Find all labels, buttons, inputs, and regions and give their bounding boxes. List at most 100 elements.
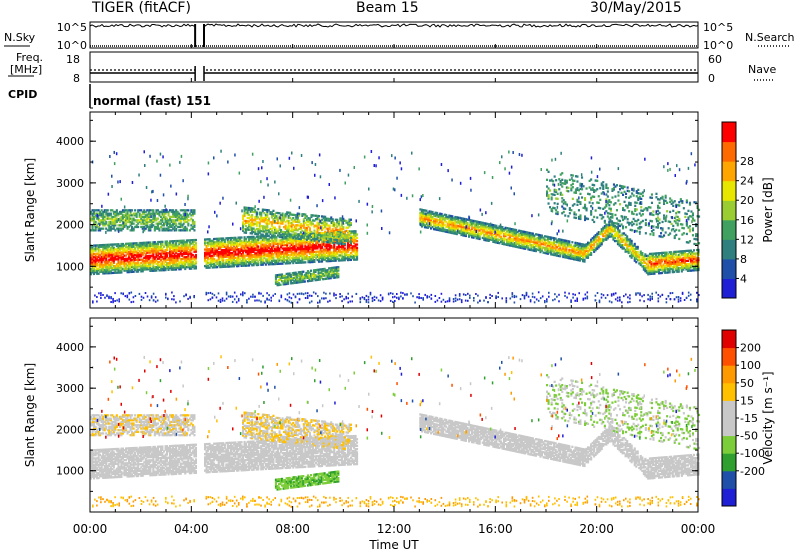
power-cell (419, 221, 422, 224)
power-cell (135, 214, 138, 217)
power-cell (156, 266, 159, 269)
power-cell (471, 231, 474, 234)
power-cell (327, 241, 330, 244)
power-cell (187, 239, 190, 242)
power-cell (512, 243, 515, 246)
power-cell (322, 233, 325, 236)
power-cell (313, 219, 316, 222)
power-cell (161, 250, 164, 253)
power-cell (428, 218, 431, 221)
power-cell (114, 212, 117, 215)
power-cell (246, 247, 249, 250)
power-cell (96, 217, 99, 220)
power-cell (296, 234, 299, 237)
power-cell (319, 231, 322, 235)
power-cell (179, 224, 182, 227)
power-cell (106, 268, 109, 271)
power-cell (318, 255, 321, 258)
power-cell (213, 246, 216, 249)
power-cell (193, 220, 196, 224)
power-cell (210, 259, 213, 262)
power-cell (295, 214, 298, 217)
power-cell (574, 241, 577, 244)
power-cell (123, 266, 126, 269)
power-cell (518, 239, 521, 242)
power-cell (153, 242, 156, 246)
power-cell (339, 225, 342, 229)
power-cell (316, 275, 319, 278)
power-cell (544, 240, 547, 243)
power-cell (291, 277, 294, 280)
power-cell (175, 256, 178, 259)
power-cell (305, 247, 308, 251)
power-cell (97, 229, 100, 232)
power-cell (474, 233, 477, 236)
power-cell (277, 256, 280, 259)
power-cell (182, 264, 185, 267)
power-cell (335, 274, 338, 277)
power-cell (161, 229, 164, 232)
power-cell (251, 222, 254, 225)
power-cell (322, 278, 325, 281)
power-cell (120, 259, 123, 262)
power-cell (258, 257, 261, 260)
power-cell (255, 245, 258, 248)
power-cell (496, 228, 499, 231)
power-cell (440, 224, 443, 227)
power-cell (504, 238, 507, 241)
power-cell (173, 219, 176, 222)
power-cell (452, 218, 455, 222)
power-cell (289, 211, 292, 214)
power-cell (257, 247, 260, 250)
power-cell (252, 264, 255, 267)
power-cell (559, 240, 562, 243)
power-cell (115, 243, 118, 246)
power-cell (103, 270, 106, 273)
power-cell (328, 275, 331, 278)
power-cell (187, 209, 190, 212)
power-cell (308, 271, 311, 274)
power-cell (299, 224, 302, 227)
power-cell (477, 227, 480, 230)
power-cell (163, 267, 166, 270)
power-cell (563, 256, 566, 259)
power-cell (105, 227, 108, 230)
power-cell (120, 253, 123, 256)
power-cell (318, 228, 321, 231)
power-cell (123, 210, 126, 214)
power-cell (272, 242, 275, 246)
power-cell (182, 219, 185, 222)
power-cell (481, 228, 484, 231)
power-cell (468, 227, 471, 230)
power-cell (118, 256, 121, 259)
power-cell (311, 232, 314, 235)
power-cell (161, 212, 164, 215)
power-cell (117, 253, 120, 256)
power-cell (477, 224, 480, 227)
power-cell (287, 282, 290, 285)
power-cell (184, 246, 187, 249)
power-cell (337, 235, 340, 238)
power-cell (164, 243, 167, 247)
power-cell (94, 225, 97, 229)
power-cell (184, 229, 187, 232)
power-cell (292, 260, 295, 263)
power-cell (255, 232, 258, 236)
power-cell (296, 253, 299, 256)
power-cell (515, 245, 518, 248)
power-cell (443, 218, 446, 221)
power-cell (502, 238, 505, 241)
power-cell (600, 229, 603, 233)
power-cell (219, 260, 222, 264)
power-cell (176, 249, 179, 253)
power-cell (125, 262, 128, 265)
power-cell (255, 257, 258, 260)
power-cell (545, 238, 548, 242)
power-cell (311, 237, 314, 240)
power-cell (596, 242, 599, 245)
power-cell (451, 216, 454, 220)
power-cell (118, 266, 121, 269)
power-cell (143, 210, 146, 214)
power-cell (191, 265, 194, 268)
power-cell (163, 217, 166, 220)
